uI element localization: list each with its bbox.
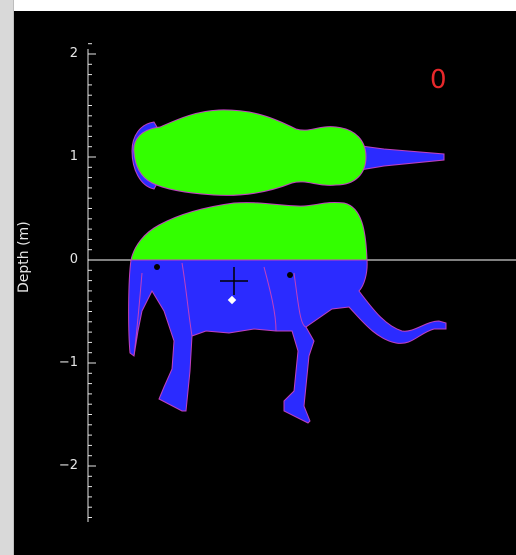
leg-outline-rear [293,272,307,328]
center-of-mass-cross [220,267,248,295]
leg-outline-front [181,262,193,337]
side-view-above-water [130,201,368,261]
center-of-buoyancy-marker [227,295,237,305]
plot-canvas [87,43,516,522]
y-tick-label: −1 [58,355,78,370]
y-tick-label: 1 [69,149,78,164]
y-axis-label: Depth (m) [16,221,32,293]
plan-view-body [133,109,367,196]
y-tick-label: −2 [58,458,78,473]
y-tick-label: 2 [69,46,78,61]
plot-area: 0 2 1 0 −1 −2 Depth (m) [14,11,516,555]
side-view-below-water [128,259,447,424]
window-left-strip [0,0,14,555]
buoyancy-point-left [154,264,160,270]
leg-outline-back [263,266,277,332]
window-top-strip [0,0,516,11]
buoyancy-point-right [287,272,293,278]
y-axis-ticks [88,43,96,518]
plan-view-trunk [353,144,445,172]
counter-value: 0 [430,65,447,95]
trunk-outline [133,272,143,357]
y-tick-label: 0 [69,252,78,267]
